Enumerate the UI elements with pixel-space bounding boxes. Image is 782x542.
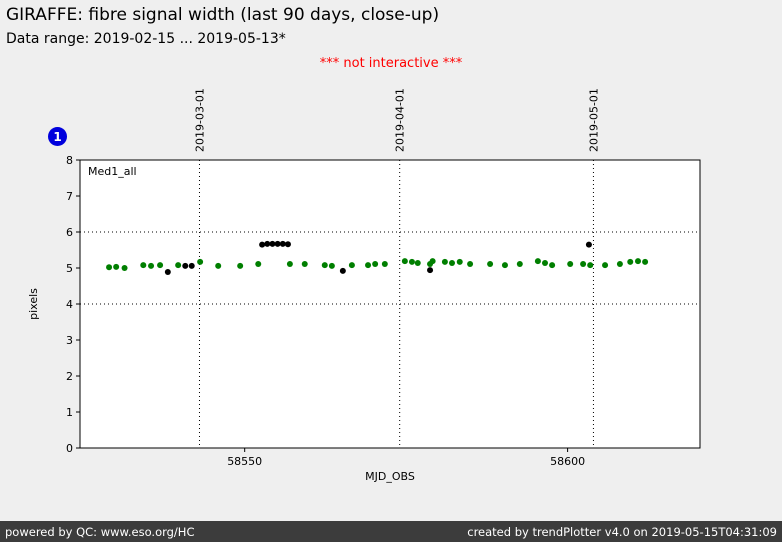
scatter-plot: 2019-03-01 2019-04-01 2019-05-01 0 1 2 3 4 5 6 7 8 5… — [27, 88, 701, 483]
footer-qc-link[interactable]: powered by QC: www.eso.org/HC — [5, 524, 195, 539]
data-point-flagged — [264, 240, 271, 247]
legend-label: Med1_all — [88, 165, 137, 178]
x-axis-label: MJD_OBS — [365, 470, 415, 483]
data-point-flagged — [274, 240, 281, 247]
data-point-flagged — [427, 267, 434, 274]
data-point-flagged — [279, 240, 286, 247]
data-point-nominal — [348, 262, 355, 269]
not-interactive-notice: *** not interactive *** — [319, 56, 463, 71]
y-tick-label: 8 — [66, 154, 73, 167]
data-point-nominal — [140, 262, 147, 269]
month-line-label: 2019-03-01 — [193, 88, 206, 152]
y-tick-label: 0 — [66, 442, 73, 455]
data-point-flagged — [188, 262, 195, 269]
data-point-nominal — [549, 262, 556, 269]
month-line-label: 2019-04-01 — [394, 88, 407, 152]
plot-index-badge[interactable]: 1 — [48, 127, 67, 146]
data-point-nominal — [516, 261, 523, 268]
data-point-flagged — [339, 267, 346, 274]
data-point-nominal — [602, 262, 609, 269]
y-tick-label: 6 — [66, 226, 73, 239]
data-point-nominal — [441, 258, 448, 265]
data-point-nominal — [429, 258, 436, 265]
data-point-nominal — [237, 262, 244, 269]
x-tick-label: 58600 — [550, 455, 585, 468]
data-point-nominal — [113, 263, 120, 270]
data-point-nominal — [467, 261, 474, 268]
data-point-nominal — [255, 261, 262, 268]
data-point-nominal — [328, 262, 335, 269]
data-point-flagged — [269, 240, 276, 247]
data-point-nominal — [121, 265, 128, 271]
y-axis-label: pixels — [27, 288, 40, 320]
data-point-nominal — [487, 261, 494, 268]
data-point-flagged — [585, 241, 592, 248]
y-tick-label: 5 — [66, 262, 73, 275]
footer-bar: powered by QC: www.eso.org/HC created by… — [0, 521, 782, 542]
data-point-nominal — [587, 262, 594, 269]
data-point-nominal — [301, 261, 308, 268]
date-range-subtitle: Data range: 2019-02-15 ... 2019-05-13* — [6, 31, 286, 47]
data-point-nominal — [542, 259, 548, 266]
data-point-nominal — [414, 259, 421, 266]
x-tick-label: 58550 — [227, 455, 262, 468]
data-point-nominal — [106, 264, 113, 271]
data-point-nominal — [642, 258, 649, 265]
data-point-nominal — [148, 262, 155, 269]
page-title: GIRAFFE: fibre signal width (last 90 day… — [6, 5, 440, 25]
data-point-nominal — [401, 258, 408, 265]
y-tick-label: 3 — [66, 334, 73, 347]
data-point-nominal — [456, 258, 463, 265]
data-point-nominal — [215, 262, 222, 269]
data-point-flagged — [259, 241, 266, 248]
data-point-nominal — [635, 258, 641, 265]
data-point-nominal — [580, 261, 587, 268]
data-point-nominal — [197, 258, 204, 265]
data-point-nominal — [449, 259, 455, 266]
data-point-flagged — [182, 262, 189, 269]
y-tick-label: 7 — [66, 190, 73, 203]
data-point-nominal — [627, 258, 634, 265]
data-point-nominal — [372, 261, 379, 268]
data-point-nominal — [381, 261, 388, 268]
month-line-label: 2019-05-01 — [587, 88, 600, 152]
data-point-flagged — [284, 241, 291, 248]
data-point-nominal — [501, 262, 508, 269]
y-tick-label: 2 — [66, 370, 73, 383]
footer-created-by: created by trendPlotter v4.0 on 2019-05-… — [467, 524, 777, 539]
y-tick-label: 1 — [66, 406, 73, 419]
data-point-nominal — [365, 262, 372, 269]
data-point-nominal — [567, 261, 574, 268]
y-tick-label: 4 — [66, 298, 73, 311]
data-point-nominal — [175, 262, 182, 269]
data-point-nominal — [321, 262, 328, 269]
data-point-nominal — [157, 262, 164, 269]
data-point-nominal — [534, 258, 541, 265]
data-point-nominal — [408, 258, 415, 265]
data-point-flagged — [164, 268, 171, 275]
data-point-nominal — [616, 261, 623, 268]
data-point-nominal — [286, 261, 293, 268]
